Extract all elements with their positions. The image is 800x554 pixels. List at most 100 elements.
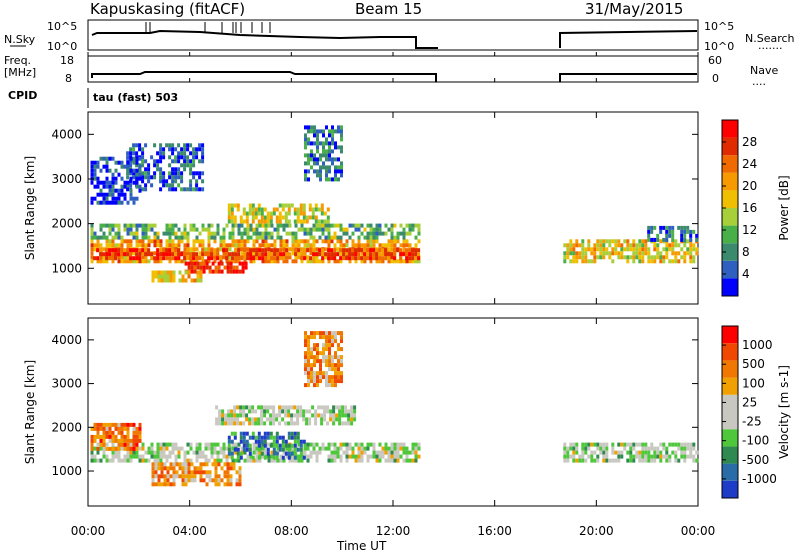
heatmap-cell <box>686 446 690 451</box>
heatmap-cell <box>129 256 133 261</box>
heatmap-cell <box>302 207 306 212</box>
heatmap-cell <box>299 219 303 224</box>
heatmap-cell <box>175 462 179 467</box>
heatmap-cell <box>309 227 313 232</box>
heatmap-cell <box>123 458 127 463</box>
heatmap-cell <box>331 161 334 166</box>
heatmap-cell <box>231 239 235 244</box>
heatmap-cell <box>105 426 109 431</box>
heatmap-cell <box>196 270 200 275</box>
heatmap-cell <box>307 363 310 368</box>
date-title: 31/May/2015 <box>585 0 683 18</box>
heatmap-cell <box>123 446 127 451</box>
heatmap-cell <box>322 371 325 376</box>
heatmap-cell <box>165 227 169 232</box>
heatmap-cell <box>181 478 185 483</box>
heatmap-cell <box>322 153 325 158</box>
heatmap-cell <box>159 442 163 447</box>
heatmap-cell <box>366 256 370 261</box>
heatmap-cell <box>305 421 309 426</box>
heatmap-cell <box>677 259 681 264</box>
heatmap-cell <box>605 446 609 451</box>
heatmap-cell <box>360 231 364 236</box>
heatmap-cell <box>150 183 154 188</box>
heatmap-cell <box>264 446 268 451</box>
heatmap-cell <box>205 462 209 467</box>
heatmap-cell <box>171 175 175 180</box>
heatmap-cell <box>653 255 657 260</box>
heatmap-cell <box>322 375 325 380</box>
heatmap-cell <box>242 413 246 418</box>
heatmap-cell <box>205 474 209 479</box>
heatmap-cell <box>408 231 412 236</box>
heatmap-cell <box>214 462 218 467</box>
heatmap-cell <box>689 454 693 459</box>
heatmap-cell <box>305 409 309 414</box>
heatmap-cell <box>284 443 288 448</box>
heatmap-cell <box>354 458 358 463</box>
heatmap-cell <box>196 466 200 471</box>
heatmap-cell <box>605 450 609 455</box>
heatmap-cell <box>279 235 283 240</box>
heatmap-cell <box>320 417 324 422</box>
heatmap-cell <box>105 446 109 451</box>
heatmap-cell <box>269 219 273 224</box>
heatmap-cell <box>620 450 624 455</box>
heatmap-cell <box>147 163 151 168</box>
heatmap-cell <box>584 458 588 463</box>
heatmap-cell <box>689 247 693 252</box>
heatmap-cell <box>258 235 262 240</box>
heatmap-cell <box>192 256 196 261</box>
heatmap-cell <box>257 431 261 436</box>
heatmap-cell <box>177 243 181 248</box>
heatmap-cell <box>331 335 334 340</box>
heatmap-cell <box>312 450 316 455</box>
heatmap-cell <box>281 207 285 212</box>
heatmap-cell <box>245 417 249 422</box>
colorbar-swatch <box>722 480 738 498</box>
heatmap-cell <box>114 450 118 455</box>
heatmap-cell <box>269 435 273 440</box>
heatmap-cell <box>680 233 684 238</box>
heatmap-cell <box>309 256 313 261</box>
heatmap-cell <box>217 462 221 467</box>
heatmap-cell <box>626 239 630 244</box>
heatmap-cell <box>230 215 234 220</box>
heatmap-cell <box>284 413 288 418</box>
heatmap-cell <box>102 200 106 205</box>
heatmap-cell <box>284 409 288 414</box>
heatmap-cell <box>214 466 218 471</box>
heatmap-cell <box>390 454 394 459</box>
heatmap-cell <box>135 259 139 264</box>
heatmap-cell <box>266 451 270 456</box>
heatmap-cell <box>96 235 100 240</box>
heatmap-cell <box>322 149 325 154</box>
heatmap-cell <box>390 442 394 447</box>
heatmap-cell <box>99 168 103 173</box>
heatmap-cell <box>308 203 312 208</box>
heatmap-cell <box>653 259 657 264</box>
heatmap-cell <box>153 256 157 261</box>
heatmap-cell <box>340 149 343 154</box>
heatmap-cell <box>357 454 361 459</box>
heatmap-cell <box>644 247 648 252</box>
heatmap-cell <box>102 426 106 431</box>
x-tick-label: 00:00 <box>681 524 716 538</box>
heatmap-cell <box>126 454 130 459</box>
heatmap-cell <box>333 442 337 447</box>
heatmap-cell <box>213 458 217 463</box>
heatmap-cell <box>270 248 274 253</box>
heatmap-cell <box>254 215 258 220</box>
heatmap-cell <box>135 442 139 447</box>
heatmap-cell <box>307 141 310 146</box>
heatmap-cell <box>257 203 261 208</box>
heatmap-cell <box>111 259 115 264</box>
heatmap-cell <box>90 454 94 459</box>
heatmap-cell <box>330 239 334 244</box>
heatmap-cell <box>369 231 373 236</box>
heatmap-cell <box>138 446 142 451</box>
heatmap-cell <box>183 147 187 152</box>
heatmap-cell <box>644 251 648 256</box>
heatmap-cell <box>378 227 382 232</box>
heatmap-cell <box>180 151 184 156</box>
